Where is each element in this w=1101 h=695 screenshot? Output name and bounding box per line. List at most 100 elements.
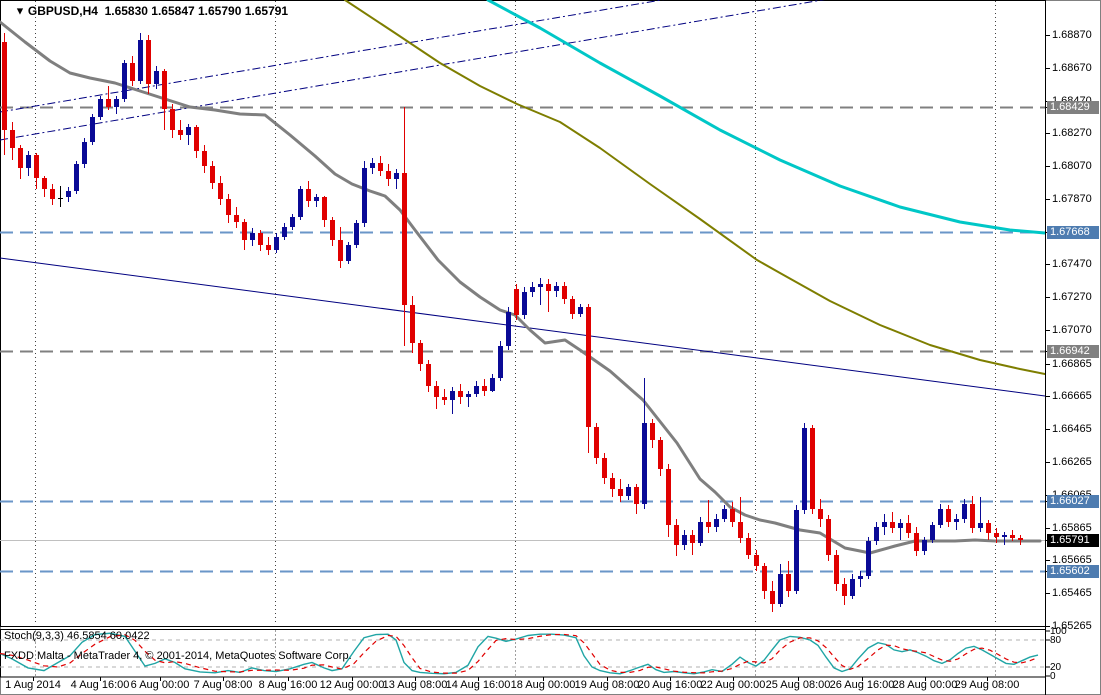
time-axis-label: 29 Aug 08:00 xyxy=(954,679,1020,691)
candle xyxy=(626,484,631,500)
candle xyxy=(818,499,823,527)
candle xyxy=(730,502,735,527)
stoch-main-line xyxy=(0,632,1039,675)
candle-body xyxy=(826,519,831,555)
candle xyxy=(122,60,127,102)
candle-body xyxy=(354,223,359,245)
candle xyxy=(282,223,287,240)
time-axis-label: 12 Aug 00:00 xyxy=(319,679,385,691)
candle-body xyxy=(98,99,103,117)
candle-body xyxy=(234,215,239,222)
price-axis-label: 1.68270 xyxy=(1052,127,1092,139)
candle-body xyxy=(850,579,855,596)
candle-body xyxy=(786,574,791,591)
candle xyxy=(810,425,815,514)
candle xyxy=(18,145,23,179)
candle-body xyxy=(330,220,335,240)
candle-body xyxy=(170,109,175,130)
candle xyxy=(962,499,967,523)
candle xyxy=(482,379,487,396)
candle xyxy=(58,186,63,207)
candle-body xyxy=(770,591,775,604)
candle xyxy=(1018,535,1023,545)
stoch-signal-line xyxy=(0,633,1039,674)
candle xyxy=(690,530,695,555)
candle xyxy=(186,124,191,145)
candle xyxy=(722,505,727,522)
copyright-text: FXDD Malta - MetaTrader 4, © 2001-2014, … xyxy=(4,650,352,662)
candle-body xyxy=(434,386,439,397)
candle xyxy=(210,161,215,189)
candle xyxy=(794,505,799,594)
candle xyxy=(34,153,39,189)
candle-body xyxy=(794,510,799,591)
candle xyxy=(314,194,319,207)
candle xyxy=(138,33,143,84)
candle-body xyxy=(658,440,663,469)
candle xyxy=(202,145,207,173)
candle-body xyxy=(834,555,839,584)
candle xyxy=(490,374,495,392)
candle-body xyxy=(522,292,527,315)
candle-body xyxy=(362,168,367,223)
candle xyxy=(570,296,575,319)
time-axis-label: 28 Aug 00:00 xyxy=(892,679,958,691)
candle-body xyxy=(866,541,871,576)
candle-body xyxy=(26,155,31,168)
candle-body xyxy=(50,189,55,199)
candle-body xyxy=(578,307,583,314)
candle-body xyxy=(562,286,567,299)
candle-body xyxy=(898,523,903,528)
candle-body xyxy=(762,566,767,591)
stochastic-layer xyxy=(0,632,1045,675)
symbol-marker-icon: ▼ xyxy=(14,4,26,18)
candle xyxy=(362,161,367,227)
candle xyxy=(914,527,919,556)
symbol-period-label: GBPUSD,H4 xyxy=(27,4,98,18)
candle-body xyxy=(146,40,151,84)
candle-body xyxy=(842,584,847,596)
stoch-scale-label: 80 xyxy=(1050,635,1062,646)
candle xyxy=(674,519,679,556)
stoch-scale-label: 0 xyxy=(1050,671,1056,682)
price-axis-label: 1.65665 xyxy=(1052,554,1092,566)
candle-body xyxy=(778,574,783,604)
candle xyxy=(394,169,399,189)
candle-body xyxy=(930,525,935,540)
candle-body xyxy=(650,423,655,440)
candle xyxy=(786,561,791,597)
candle-body xyxy=(10,130,15,148)
candle xyxy=(970,496,975,533)
candle-body xyxy=(690,535,695,543)
price-axis-label: 1.67470 xyxy=(1052,258,1092,270)
candle xyxy=(290,214,295,230)
candle-body xyxy=(1010,535,1015,538)
stochastic-indicator-label: Stoch(9,3,3) 46.5854 60.0422 xyxy=(4,630,150,642)
candle-body xyxy=(298,189,303,217)
candle xyxy=(666,464,671,537)
candle xyxy=(642,378,647,509)
candle-body xyxy=(178,130,183,135)
main-plot-border xyxy=(0,0,1046,627)
candle xyxy=(850,574,855,599)
candle xyxy=(554,282,559,297)
candle-body xyxy=(698,522,703,543)
candle xyxy=(250,228,255,246)
candle xyxy=(466,391,471,407)
candle xyxy=(522,287,527,319)
candle xyxy=(450,387,455,414)
candle-body xyxy=(674,525,679,545)
candle-body xyxy=(602,458,607,478)
symbol-title: ▼ GBPUSD,H4 1.65830 1.65847 1.65790 1.657… xyxy=(14,4,288,18)
candle xyxy=(562,282,567,304)
candle xyxy=(10,122,15,160)
candle xyxy=(906,515,911,538)
candle-body xyxy=(194,127,199,151)
candle xyxy=(114,96,119,114)
candle xyxy=(458,384,463,404)
candle-body xyxy=(730,509,735,522)
candle-body xyxy=(946,509,951,522)
stoch-scale-label: 100 xyxy=(1050,626,1067,637)
candle-body xyxy=(90,117,95,142)
